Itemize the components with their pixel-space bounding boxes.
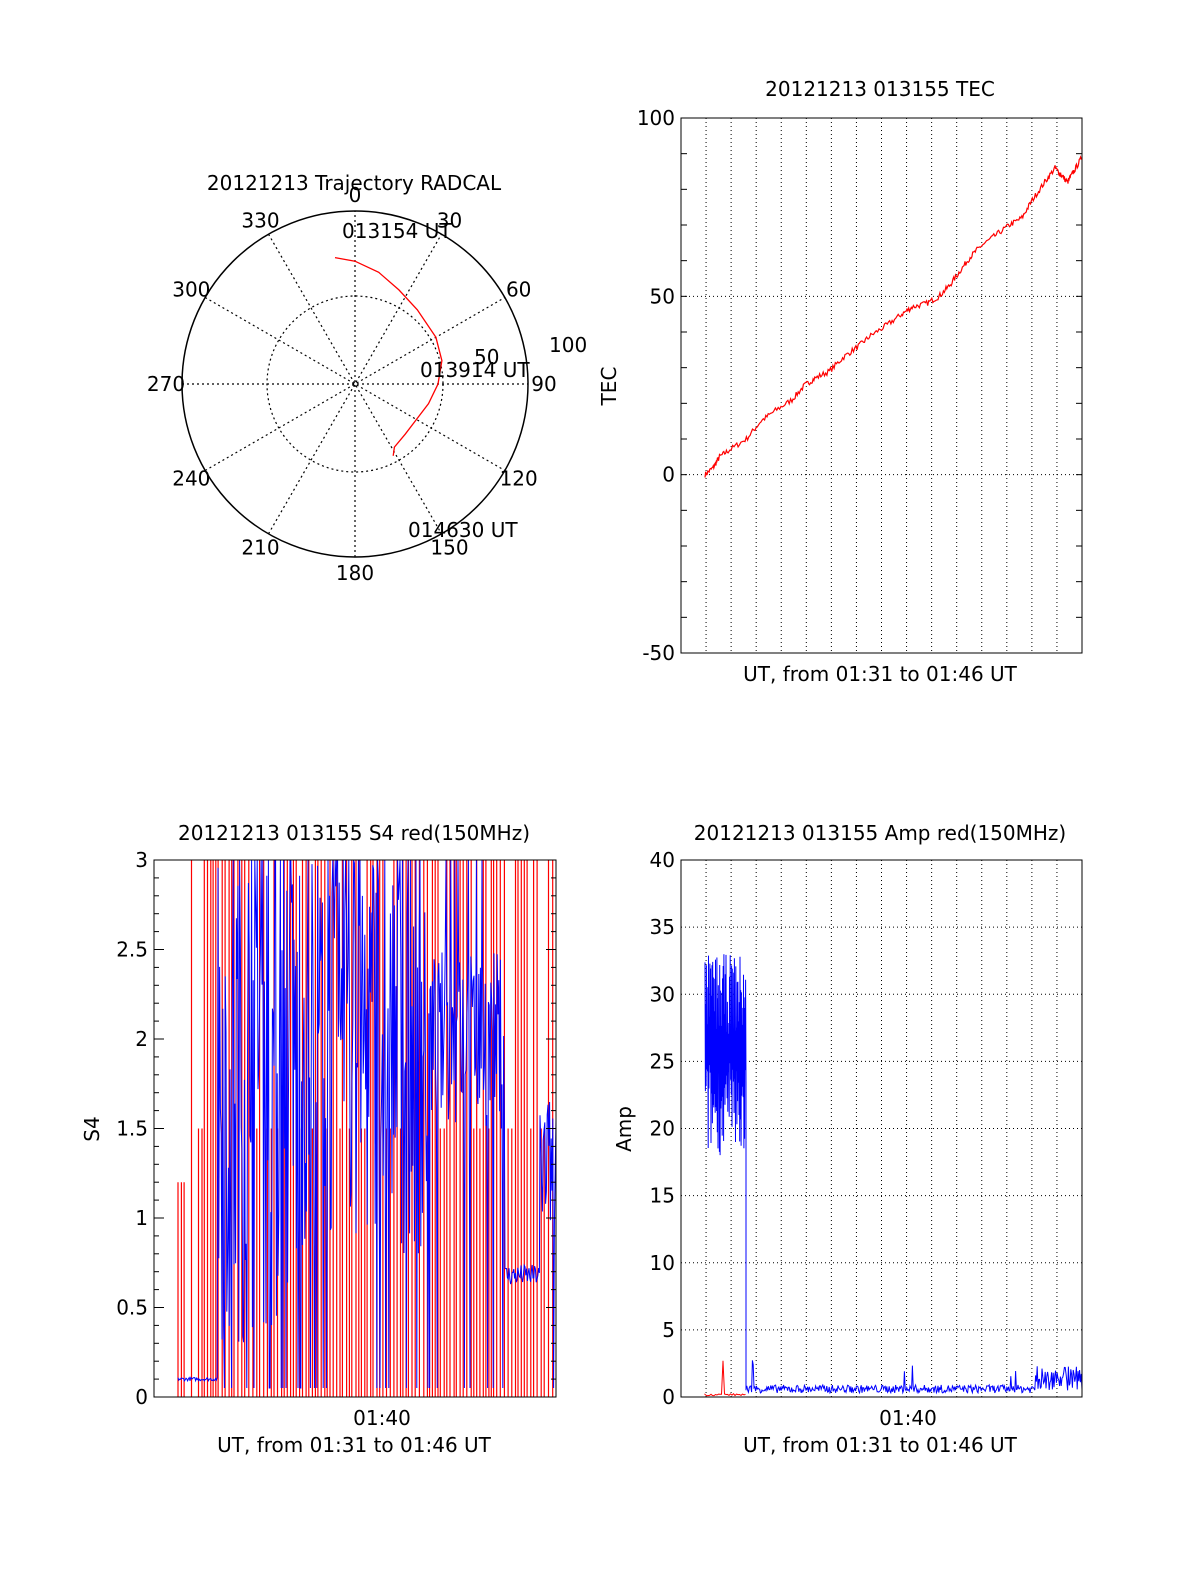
tec-title: 20121213 013155 TEC (765, 77, 995, 101)
s4-y-tick-label: 0 (135, 1385, 148, 1409)
amp-y-tick-label: 35 (650, 915, 675, 939)
tec-frame (680, 117, 1083, 654)
tec-grid (681, 117, 1082, 654)
polar-annotation-start: 013154 UT (342, 219, 452, 243)
polar-radial-label-100: 100 (549, 333, 587, 357)
amp-y-axis-label: Amp (612, 1106, 636, 1152)
polar-angle-label: 210 (241, 536, 279, 560)
amp-blue-series (704, 954, 1083, 1395)
s4-x-axis-label: UT, from 01:31 to 01:46 UT (217, 1433, 492, 1457)
amp-frame (680, 859, 1083, 1398)
polar-trajectory-line (334, 256, 443, 456)
polar-angle-labels: 0 30 60 90 120 150 180 210 240 270 300 330 (147, 183, 557, 585)
s4-y-tick-labels: 3 2.5 2 1.5 1 0.5 0 (116, 848, 148, 1409)
tec-panel: 20121213 013155 TEC 100 50 0 -50 TEC UT, fr… (597, 77, 1083, 686)
tec-y-tick-label: -50 (642, 641, 675, 665)
amp-y-tick-label: 40 (650, 848, 675, 872)
tec-y-axis-label: TEC (597, 367, 621, 407)
tec-x-axis-label: UT, from 01:31 to 01:46 UT (743, 662, 1018, 686)
amp-y-tick-label: 10 (650, 1251, 675, 1275)
s4-y-tick-label: 1 (135, 1206, 148, 1230)
amp-y-tick-label: 0 (662, 1385, 675, 1409)
tec-y-tick-label: 100 (637, 106, 675, 130)
amp-title: 20121213 013155 Amp red(150MHz) (694, 821, 1066, 845)
s4-x-tick-label: 01:40 (353, 1406, 411, 1430)
tec-series-line (704, 155, 1082, 478)
polar-annotation-mid: 013914 UT (420, 358, 530, 382)
s4-panel: 20121213 013155 S4 red(150MHz) 3 2.5 2 1.5 1… (80, 821, 557, 1457)
s4-y-tick-label: 2.5 (116, 938, 148, 962)
amp-red-series (704, 1360, 746, 1397)
polar-angle-label: 0 (349, 183, 362, 207)
amp-y-tick-label: 25 (650, 1049, 675, 1073)
polar-angle-label: 300 (172, 278, 210, 302)
polar-angle-label: 240 (172, 467, 210, 491)
amp-grid (681, 860, 1082, 1397)
polar-title: 20121213 Trajectory RADCAL (207, 171, 502, 195)
polar-angle-label: 30 (437, 208, 462, 232)
s4-y-tick-label: 0.5 (116, 1296, 148, 1320)
s4-title: 20121213 013155 S4 red(150MHz) (178, 821, 530, 845)
polar-grid (181, 210, 529, 558)
polar-angle-label: 180 (336, 561, 374, 585)
amp-y-tick-label: 30 (650, 982, 675, 1006)
polar-angle-label: 330 (241, 208, 279, 232)
s4-y-axis-label: S4 (80, 1116, 104, 1141)
polar-angle-label: 150 (430, 536, 468, 560)
polar-radial-label-50: 50 (474, 345, 499, 369)
amp-y-tick-label: 20 (650, 1117, 675, 1141)
s4-y-tick-label: 1.5 (116, 1117, 148, 1141)
s4-y-tick-label: 2 (135, 1027, 148, 1051)
amp-y-tick-label: 15 (650, 1184, 675, 1208)
polar-angle-label: 90 (531, 372, 556, 396)
amp-x-axis-label: UT, from 01:31 to 01:46 UT (743, 1433, 1018, 1457)
polar-angle-label: 60 (506, 278, 531, 302)
amp-y-tick-label: 5 (662, 1318, 675, 1342)
s4-y-tick-label: 3 (135, 848, 148, 872)
tec-y-tick-label: 50 (650, 284, 675, 308)
tec-y-tick-labels: 100 50 0 -50 (637, 106, 675, 665)
polar-annotation-end: 014630 UT (408, 518, 518, 542)
tec-y-tick-label: 0 (662, 463, 675, 487)
amp-x-tick-label: 01:40 (879, 1406, 937, 1430)
polar-angle-label: 270 (147, 372, 185, 396)
polar-angle-label: 120 (500, 467, 538, 491)
polar-panel: 20121213 Trajectory RADCAL 0 30 60 90 120 150… (147, 171, 587, 585)
amp-panel: 20121213 013155 Amp red(150MHz) 40 35 30 25… (612, 821, 1083, 1457)
amp-y-tick-labels: 40 35 30 25 20 15 10 5 0 (650, 848, 675, 1409)
s4-tick-marks (154, 859, 556, 1398)
s4-blue-series (177, 859, 557, 1389)
